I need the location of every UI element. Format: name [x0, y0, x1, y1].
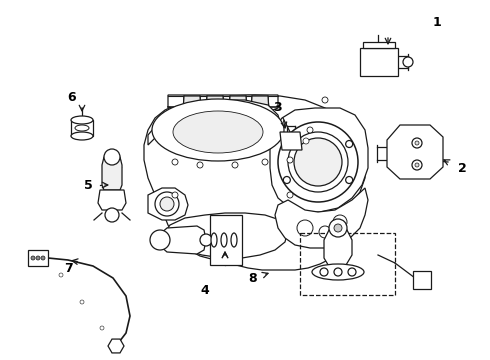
Circle shape [200, 234, 212, 246]
Circle shape [172, 192, 178, 198]
Circle shape [283, 140, 290, 148]
Circle shape [403, 57, 413, 67]
Circle shape [345, 140, 353, 148]
Polygon shape [251, 96, 269, 112]
Polygon shape [148, 188, 188, 220]
Ellipse shape [221, 233, 227, 247]
Circle shape [334, 224, 342, 232]
Circle shape [297, 220, 313, 236]
Circle shape [59, 273, 63, 277]
Polygon shape [229, 96, 247, 112]
Polygon shape [98, 190, 126, 210]
Polygon shape [270, 108, 368, 212]
Circle shape [197, 162, 203, 168]
Circle shape [172, 159, 178, 165]
Circle shape [294, 138, 342, 186]
Circle shape [232, 162, 238, 168]
Text: 4: 4 [200, 284, 209, 297]
Text: 2: 2 [458, 162, 466, 175]
Circle shape [348, 268, 356, 276]
Polygon shape [206, 96, 224, 112]
Circle shape [288, 132, 348, 192]
Polygon shape [108, 339, 124, 353]
Circle shape [36, 256, 40, 260]
Circle shape [150, 230, 170, 250]
Ellipse shape [211, 233, 217, 247]
Ellipse shape [173, 111, 263, 153]
Circle shape [41, 256, 45, 260]
Polygon shape [324, 228, 352, 270]
Text: 3: 3 [274, 100, 282, 113]
Circle shape [333, 215, 347, 229]
Circle shape [345, 176, 353, 184]
Polygon shape [102, 157, 122, 190]
Polygon shape [360, 48, 398, 76]
Circle shape [283, 176, 290, 184]
Circle shape [104, 149, 120, 165]
Polygon shape [387, 125, 443, 179]
Circle shape [100, 326, 104, 330]
Circle shape [287, 157, 293, 163]
Ellipse shape [75, 125, 89, 131]
Polygon shape [160, 226, 206, 254]
Text: 7: 7 [64, 261, 73, 274]
Circle shape [412, 160, 422, 170]
Polygon shape [165, 213, 288, 258]
Polygon shape [148, 100, 282, 158]
Text: 5: 5 [84, 179, 93, 192]
Circle shape [415, 141, 419, 145]
Polygon shape [280, 132, 302, 150]
Ellipse shape [231, 233, 237, 247]
Circle shape [160, 197, 174, 211]
Bar [413, 271, 431, 289]
Ellipse shape [71, 132, 93, 140]
Bar [28, 250, 48, 266]
Bar [210, 215, 242, 265]
Circle shape [322, 97, 328, 103]
Text: 8: 8 [249, 271, 257, 284]
Circle shape [80, 300, 84, 304]
Circle shape [415, 163, 419, 167]
Ellipse shape [71, 116, 93, 124]
Circle shape [329, 219, 347, 237]
Bar [300, 233, 395, 295]
Circle shape [105, 208, 119, 222]
Circle shape [303, 138, 309, 144]
Text: 1: 1 [433, 15, 441, 28]
Bar [71, 120, 93, 136]
Polygon shape [275, 188, 368, 248]
Circle shape [287, 192, 293, 198]
Ellipse shape [152, 99, 284, 161]
Circle shape [262, 159, 268, 165]
Polygon shape [363, 42, 395, 48]
Circle shape [155, 192, 179, 216]
Circle shape [31, 256, 35, 260]
Circle shape [278, 122, 358, 202]
Polygon shape [144, 95, 365, 270]
Circle shape [320, 268, 328, 276]
Polygon shape [183, 96, 201, 112]
Ellipse shape [312, 264, 364, 280]
Polygon shape [168, 95, 278, 118]
Text: 6: 6 [68, 90, 76, 104]
Circle shape [412, 138, 422, 148]
Circle shape [307, 127, 313, 133]
Circle shape [319, 226, 331, 238]
Circle shape [334, 268, 342, 276]
